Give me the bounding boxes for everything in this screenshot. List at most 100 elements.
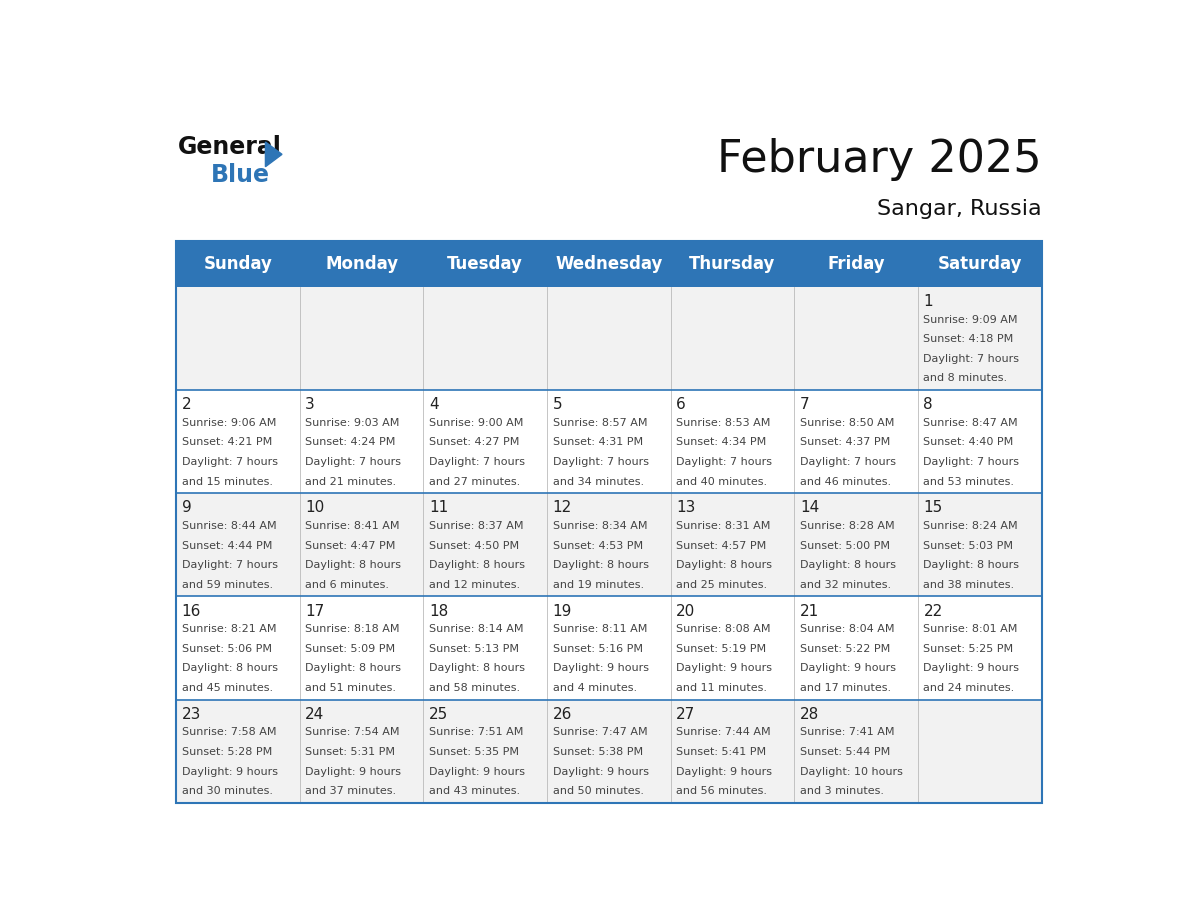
Text: and 38 minutes.: and 38 minutes. (923, 580, 1015, 589)
Text: Sunset: 4:44 PM: Sunset: 4:44 PM (182, 541, 272, 551)
Text: Sunrise: 8:37 AM: Sunrise: 8:37 AM (429, 521, 524, 531)
Text: 22: 22 (923, 603, 943, 619)
Text: Daylight: 9 hours: Daylight: 9 hours (923, 664, 1019, 674)
Text: Sunset: 5:31 PM: Sunset: 5:31 PM (305, 747, 396, 757)
Text: Sunset: 5:28 PM: Sunset: 5:28 PM (182, 747, 272, 757)
Text: and 19 minutes.: and 19 minutes. (552, 580, 644, 589)
Text: Sunrise: 8:53 AM: Sunrise: 8:53 AM (676, 418, 771, 428)
Text: Daylight: 7 hours: Daylight: 7 hours (923, 457, 1019, 467)
Text: Sunrise: 7:44 AM: Sunrise: 7:44 AM (676, 727, 771, 737)
Text: Sunday: Sunday (203, 255, 272, 273)
Text: Daylight: 9 hours: Daylight: 9 hours (429, 767, 525, 777)
Text: Daylight: 7 hours: Daylight: 7 hours (800, 457, 896, 467)
Text: Sunrise: 7:41 AM: Sunrise: 7:41 AM (800, 727, 895, 737)
Text: 2: 2 (182, 397, 191, 412)
Text: 3: 3 (305, 397, 315, 412)
Text: 16: 16 (182, 603, 201, 619)
Text: 5: 5 (552, 397, 562, 412)
Text: and 34 minutes.: and 34 minutes. (552, 476, 644, 487)
Text: Blue: Blue (211, 163, 270, 187)
Text: Daylight: 7 hours: Daylight: 7 hours (182, 560, 278, 570)
Text: and 45 minutes.: and 45 minutes. (182, 683, 273, 693)
Bar (176, 241, 1042, 286)
Text: and 25 minutes.: and 25 minutes. (676, 580, 767, 589)
Text: 10: 10 (305, 500, 324, 515)
Text: and 37 minutes.: and 37 minutes. (305, 786, 397, 796)
Polygon shape (265, 142, 282, 167)
Text: and 59 minutes.: and 59 minutes. (182, 580, 273, 589)
Text: Sunrise: 7:51 AM: Sunrise: 7:51 AM (429, 727, 523, 737)
Text: Sunset: 5:25 PM: Sunset: 5:25 PM (923, 644, 1013, 654)
Text: 23: 23 (182, 707, 201, 722)
Text: Sunset: 5:22 PM: Sunset: 5:22 PM (800, 644, 890, 654)
Text: and 50 minutes.: and 50 minutes. (552, 786, 644, 796)
Text: Sunset: 5:13 PM: Sunset: 5:13 PM (429, 644, 519, 654)
Text: and 30 minutes.: and 30 minutes. (182, 786, 272, 796)
Text: and 32 minutes.: and 32 minutes. (800, 580, 891, 589)
Text: 28: 28 (800, 707, 819, 722)
Text: Sunrise: 8:18 AM: Sunrise: 8:18 AM (305, 624, 400, 634)
Text: Wednesday: Wednesday (555, 255, 663, 273)
Text: 9: 9 (182, 500, 191, 515)
Text: and 27 minutes.: and 27 minutes. (429, 476, 520, 487)
Text: Sunset: 4:40 PM: Sunset: 4:40 PM (923, 437, 1013, 447)
Text: Sunset: 4:24 PM: Sunset: 4:24 PM (305, 437, 396, 447)
Text: Sunset: 5:09 PM: Sunset: 5:09 PM (305, 644, 396, 654)
Text: 4: 4 (429, 397, 438, 412)
Text: and 24 minutes.: and 24 minutes. (923, 683, 1015, 693)
Text: Sunrise: 8:44 AM: Sunrise: 8:44 AM (182, 521, 277, 531)
Text: 8: 8 (923, 397, 933, 412)
Text: Daylight: 7 hours: Daylight: 7 hours (552, 457, 649, 467)
Text: Sunrise: 8:31 AM: Sunrise: 8:31 AM (676, 521, 771, 531)
Text: 11: 11 (429, 500, 448, 515)
Text: 14: 14 (800, 500, 819, 515)
Text: Sunrise: 7:47 AM: Sunrise: 7:47 AM (552, 727, 647, 737)
Bar (176, 700, 1042, 803)
Text: Daylight: 7 hours: Daylight: 7 hours (429, 457, 525, 467)
Text: and 12 minutes.: and 12 minutes. (429, 580, 520, 589)
Text: Daylight: 7 hours: Daylight: 7 hours (305, 457, 402, 467)
Bar (176, 286, 1042, 390)
Text: Daylight: 8 hours: Daylight: 8 hours (305, 560, 402, 570)
Text: Sunrise: 8:08 AM: Sunrise: 8:08 AM (676, 624, 771, 634)
Text: Daylight: 8 hours: Daylight: 8 hours (800, 560, 896, 570)
Text: Daylight: 9 hours: Daylight: 9 hours (552, 767, 649, 777)
Text: Daylight: 9 hours: Daylight: 9 hours (676, 767, 772, 777)
Text: Daylight: 10 hours: Daylight: 10 hours (800, 767, 903, 777)
Text: Sunrise: 8:04 AM: Sunrise: 8:04 AM (800, 624, 895, 634)
Bar (176, 241, 1042, 803)
Text: and 40 minutes.: and 40 minutes. (676, 476, 767, 487)
Text: 7: 7 (800, 397, 809, 412)
Bar (176, 597, 1042, 700)
Text: and 3 minutes.: and 3 minutes. (800, 786, 884, 796)
Text: and 51 minutes.: and 51 minutes. (305, 683, 397, 693)
Text: Sunrise: 9:09 AM: Sunrise: 9:09 AM (923, 315, 1018, 325)
Text: 15: 15 (923, 500, 943, 515)
Text: Friday: Friday (827, 255, 885, 273)
Text: Sunset: 5:44 PM: Sunset: 5:44 PM (800, 747, 890, 757)
Text: Sunrise: 8:21 AM: Sunrise: 8:21 AM (182, 624, 276, 634)
Text: Sunset: 4:21 PM: Sunset: 4:21 PM (182, 437, 272, 447)
Text: Sunset: 4:37 PM: Sunset: 4:37 PM (800, 437, 890, 447)
Text: Sunset: 4:18 PM: Sunset: 4:18 PM (923, 334, 1013, 344)
Text: 18: 18 (429, 603, 448, 619)
Text: Monday: Monday (326, 255, 398, 273)
Text: Sunrise: 7:58 AM: Sunrise: 7:58 AM (182, 727, 276, 737)
Text: Sunrise: 8:34 AM: Sunrise: 8:34 AM (552, 521, 647, 531)
Text: Sunrise: 9:03 AM: Sunrise: 9:03 AM (305, 418, 399, 428)
Text: Daylight: 7 hours: Daylight: 7 hours (182, 457, 278, 467)
Text: and 4 minutes.: and 4 minutes. (552, 683, 637, 693)
Text: 27: 27 (676, 707, 695, 722)
Text: Sunset: 4:27 PM: Sunset: 4:27 PM (429, 437, 519, 447)
Text: and 8 minutes.: and 8 minutes. (923, 374, 1007, 384)
Text: 6: 6 (676, 397, 685, 412)
Text: Sunrise: 9:00 AM: Sunrise: 9:00 AM (429, 418, 523, 428)
Text: Sunrise: 8:24 AM: Sunrise: 8:24 AM (923, 521, 1018, 531)
Text: Sunset: 5:35 PM: Sunset: 5:35 PM (429, 747, 519, 757)
Text: and 46 minutes.: and 46 minutes. (800, 476, 891, 487)
Text: Sunset: 5:00 PM: Sunset: 5:00 PM (800, 541, 890, 551)
Text: Sunset: 4:50 PM: Sunset: 4:50 PM (429, 541, 519, 551)
Text: and 6 minutes.: and 6 minutes. (305, 580, 390, 589)
Bar (176, 493, 1042, 597)
Text: 17: 17 (305, 603, 324, 619)
